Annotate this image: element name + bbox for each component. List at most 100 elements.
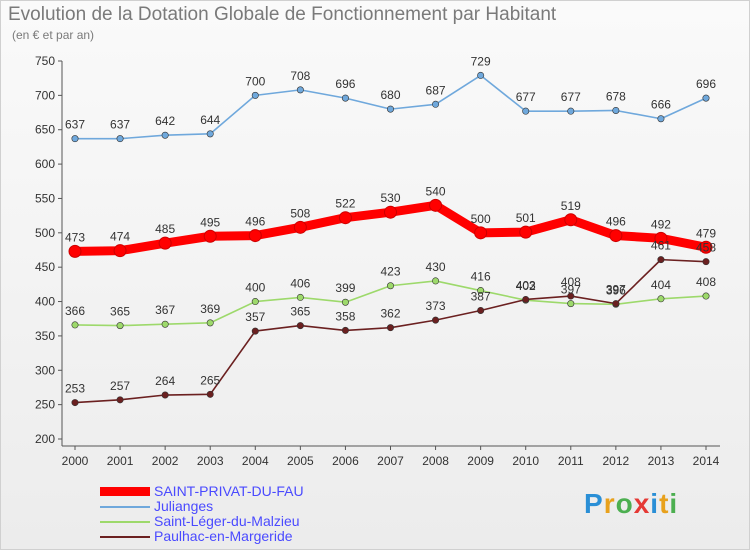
legend-label: Saint-Léger-du-Malzieu [154, 513, 300, 529]
data-label: 416 [471, 270, 491, 284]
data-label: 696 [335, 77, 355, 91]
chart-title: Evolution de la Dotation Globale de Fonc… [8, 4, 557, 25]
data-label: 399 [335, 281, 355, 295]
y-tick-label: 250 [35, 398, 55, 412]
data-label: 265 [200, 373, 220, 387]
data-label: 677 [561, 90, 581, 104]
data-label: 492 [651, 217, 671, 231]
y-tick-label: 750 [35, 54, 55, 68]
data-label: 423 [380, 265, 400, 279]
data-label: 474 [110, 230, 130, 244]
data-label: 397 [561, 283, 581, 297]
data-label: 373 [426, 299, 446, 313]
data-label: 357 [245, 310, 265, 324]
x-tick-label: 2005 [287, 454, 314, 468]
data-point [296, 86, 304, 94]
x-tick-label: 2008 [422, 454, 449, 468]
data-point [657, 256, 665, 264]
y-tick-label: 550 [35, 191, 55, 205]
data-label: 677 [516, 90, 536, 104]
data-point [657, 115, 665, 123]
data-label: 253 [65, 382, 85, 396]
data-point [386, 105, 394, 113]
data-point [206, 390, 214, 398]
y-tick-label: 300 [35, 363, 55, 377]
data-point [432, 100, 440, 108]
data-point [386, 324, 394, 332]
data-label: 408 [696, 275, 716, 289]
data-label: 696 [696, 77, 716, 91]
data-label: 365 [290, 305, 310, 319]
data-label: 678 [606, 89, 626, 103]
data-point [338, 211, 352, 225]
data-label: 402 [516, 279, 536, 293]
data-point [567, 107, 575, 115]
data-point [384, 205, 397, 219]
data-label: 637 [110, 118, 130, 132]
data-label: 430 [426, 260, 446, 274]
data-point [519, 225, 533, 239]
data-point [702, 292, 710, 300]
data-point [564, 213, 578, 227]
data-point [609, 229, 623, 243]
data-label: 396 [606, 283, 626, 297]
data-point [71, 399, 79, 407]
data-point [612, 300, 620, 308]
data-point [522, 107, 530, 115]
data-point [522, 295, 530, 303]
x-tick-label: 2011 [558, 454, 584, 468]
x-tick-label: 2004 [242, 454, 269, 468]
data-point [296, 322, 304, 330]
data-label: 365 [110, 305, 130, 319]
data-label: 403 [516, 278, 536, 292]
data-label: 708 [290, 69, 310, 83]
x-tick-label: 2001 [107, 454, 134, 468]
data-point [341, 298, 349, 306]
logo-letter: i [669, 488, 679, 519]
data-point [699, 240, 713, 254]
logo-letter: P [584, 488, 604, 519]
data-point [248, 229, 262, 243]
x-tick-label: 2012 [603, 454, 630, 468]
data-point [206, 130, 214, 138]
line-chart: 200 250 300 350 400 450 500 550 600 650 700 750 2000… [35, 54, 720, 468]
data-point [116, 322, 124, 330]
data-label: 358 [335, 309, 355, 323]
data-label: 458 [696, 241, 716, 255]
data-label: 400 [245, 281, 265, 295]
y-tick-label: 450 [35, 260, 55, 274]
data-label: 508 [290, 206, 310, 220]
data-point [71, 135, 79, 143]
data-label: 485 [155, 222, 175, 236]
data-point [429, 198, 443, 212]
y-tick-label: 200 [35, 432, 55, 446]
legend-label: SAINT-PRIVAT-DU-FAU [154, 483, 304, 499]
logo-letter: t [659, 488, 670, 519]
logo-letter: o [615, 488, 634, 519]
logo-letter: i [650, 488, 660, 519]
data-label: 500 [471, 212, 491, 226]
data-point [702, 94, 710, 102]
data-label: 637 [65, 118, 85, 132]
data-label: 680 [380, 88, 400, 102]
data-point [432, 277, 440, 285]
proxiti-logo: Proxiti [584, 488, 678, 520]
x-tick-label: 2007 [377, 454, 404, 468]
data-point [158, 236, 172, 250]
data-point [477, 71, 485, 79]
data-label: 408 [561, 275, 581, 289]
data-point [293, 220, 307, 234]
y-tick-label: 400 [35, 295, 55, 309]
data-label: 404 [651, 278, 671, 292]
data-point [567, 292, 575, 300]
data-point [161, 391, 169, 399]
data-label: 397 [606, 283, 626, 297]
chart-subtitle: (en € et par an) [12, 28, 95, 42]
data-label: 406 [290, 276, 310, 290]
data-label: 644 [200, 113, 220, 127]
data-point [161, 320, 169, 328]
data-label: 496 [606, 215, 626, 229]
data-point [68, 244, 82, 258]
data-point [474, 226, 488, 240]
